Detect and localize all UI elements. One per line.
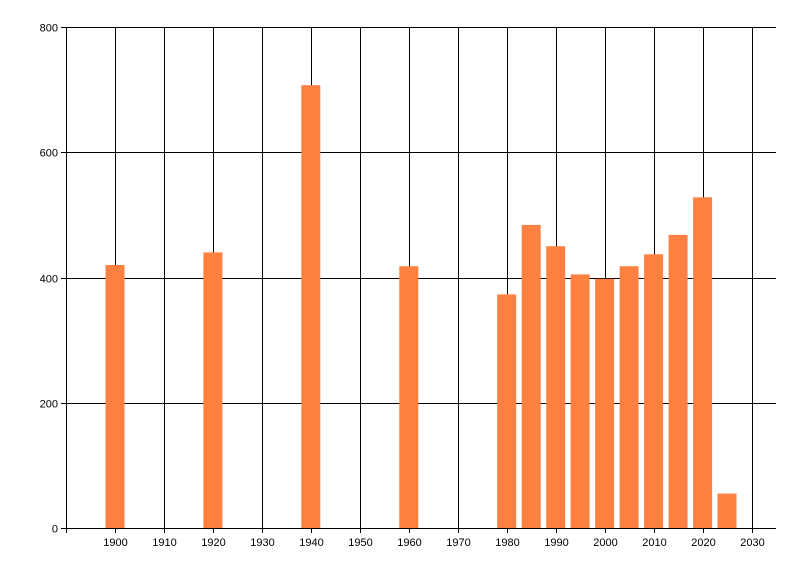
bar (546, 246, 566, 528)
bar (301, 85, 321, 528)
x-tick-label: 2000 (593, 537, 617, 549)
bar (693, 197, 713, 529)
bar (105, 265, 125, 528)
x-tick-label: 2010 (642, 537, 666, 549)
bar (570, 274, 590, 528)
bar (644, 254, 664, 529)
x-tick-label: 2020 (691, 537, 715, 549)
y-tick-labels: 0 200 400 600 800 (40, 23, 58, 536)
x-tick-label: 2030 (740, 537, 764, 549)
x-tick-label: 1920 (201, 537, 225, 549)
bar (619, 266, 639, 528)
bar (668, 234, 688, 528)
bar (399, 266, 419, 528)
x-tick-label: 1990 (544, 537, 568, 549)
bars (105, 85, 737, 529)
x-tick-label: 1930 (250, 537, 274, 549)
y-tick-label: 0 (52, 524, 58, 536)
bar (521, 224, 541, 528)
bar (717, 493, 737, 528)
axes (61, 27, 776, 533)
y-tick-label: 600 (40, 148, 58, 160)
x-tick-label: 1970 (446, 537, 470, 549)
x-tick-label: 1960 (397, 537, 421, 549)
bar (497, 294, 517, 528)
x-tick-labels: 1900 1910 1920 1930 1940 1950 1960 1970 1980 1990… (103, 537, 764, 549)
y-tick-label: 200 (40, 399, 58, 411)
x-tick-label: 1980 (495, 537, 519, 549)
bar (203, 252, 223, 528)
x-tick-label: 1910 (152, 537, 176, 549)
x-tick-label: 1950 (348, 537, 372, 549)
y-tick-label: 400 (40, 274, 58, 286)
bar (595, 278, 615, 528)
y-tick-label: 800 (40, 23, 58, 35)
x-tick-label: 1900 (103, 537, 127, 549)
x-tick-label: 1940 (299, 537, 323, 549)
